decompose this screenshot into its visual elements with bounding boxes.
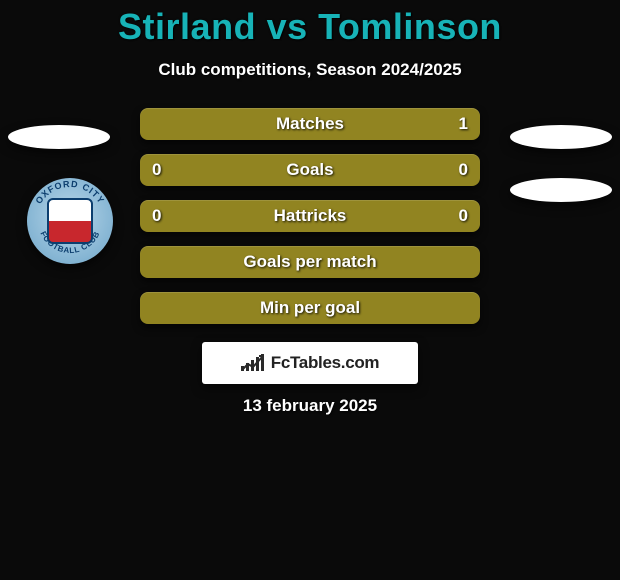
stat-left-value: 0 — [152, 160, 161, 180]
stat-row-matches: Matches 1 — [140, 108, 480, 140]
stat-row-hattricks: 0 Hattricks 0 — [140, 200, 480, 232]
stat-label: Hattricks — [274, 206, 347, 226]
page-title: Stirland vs Tomlinson — [0, 6, 620, 48]
stat-label: Goals — [286, 160, 333, 180]
stat-label: Goals per match — [243, 252, 376, 272]
date-text: 13 february 2025 — [0, 396, 620, 416]
stat-right-value: 1 — [459, 114, 468, 134]
stat-right-value: 0 — [459, 160, 468, 180]
player-shirt-right — [510, 125, 612, 149]
comparison-card: Stirland vs Tomlinson Club competitions,… — [0, 0, 620, 580]
crest-shield — [47, 198, 93, 244]
stat-left-value: 0 — [152, 206, 161, 226]
stat-row-min-per-goal: Min per goal — [140, 292, 480, 324]
club-crest-left: OXFORD CITY FOOTBALL CLUB — [27, 178, 113, 264]
player-shirt-left — [8, 125, 110, 149]
stat-label: Min per goal — [260, 298, 360, 318]
stat-row-goals: 0 Goals 0 — [140, 154, 480, 186]
branding-badge: FcTables.com — [202, 342, 418, 384]
subtitle: Club competitions, Season 2024/2025 — [0, 60, 620, 80]
stat-right-value: 0 — [459, 206, 468, 226]
stat-row-goals-per-match: Goals per match — [140, 246, 480, 278]
branding-text: FcTables.com — [271, 353, 380, 373]
club-badge-right — [510, 178, 612, 202]
bar-chart-icon — [241, 353, 265, 373]
stat-label: Matches — [276, 114, 344, 134]
